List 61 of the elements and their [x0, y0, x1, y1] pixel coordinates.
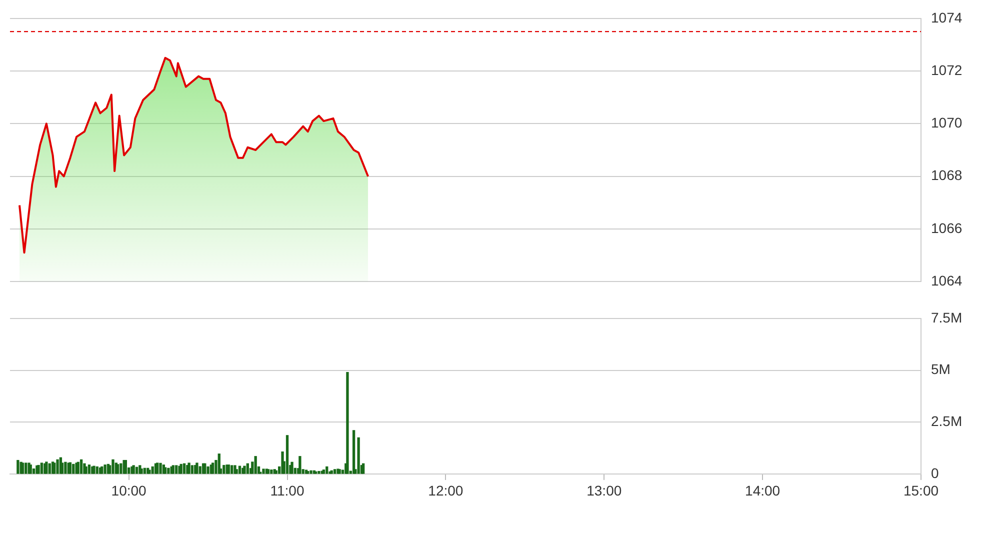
- bar: [167, 468, 170, 474]
- bar: [333, 469, 336, 474]
- bar: [318, 470, 320, 474]
- bar: [346, 372, 349, 474]
- bar: [96, 466, 98, 474]
- bar: [298, 456, 302, 474]
- y-tick-label: 1074: [931, 9, 962, 26]
- x-tick-label: 10:00: [111, 482, 147, 498]
- bar: [56, 459, 59, 474]
- bar: [24, 462, 28, 474]
- bar: [159, 462, 162, 474]
- bar: [80, 459, 83, 474]
- bar: [112, 459, 114, 474]
- bar: [135, 466, 138, 474]
- bar: [230, 465, 234, 474]
- bar: [254, 456, 257, 474]
- x-tick-label: 14:00: [745, 482, 780, 498]
- y-tick-label: 1068: [931, 167, 962, 184]
- bar: [164, 467, 167, 474]
- bar: [88, 464, 91, 474]
- x-tick-label: 12:00: [428, 482, 464, 498]
- bar: [104, 464, 106, 474]
- bar: [151, 466, 154, 474]
- bar: [246, 463, 249, 474]
- bar: [182, 463, 186, 474]
- bar: [286, 435, 289, 474]
- bar: [16, 460, 20, 474]
- bar: [84, 466, 88, 474]
- bar: [72, 464, 75, 474]
- bar: [32, 468, 36, 474]
- y-tick-label: 7.5M: [931, 309, 962, 326]
- bar: [357, 437, 360, 474]
- bar: [120, 463, 122, 474]
- y-tick-label: 1066: [931, 220, 962, 236]
- bar: [352, 430, 356, 474]
- bar: [235, 469, 238, 474]
- bar: [326, 466, 328, 474]
- bar: [262, 468, 265, 474]
- x-tick-label: 13:00: [586, 482, 622, 498]
- y-tick-label: 0: [931, 464, 939, 481]
- x-tick-label: 15:00: [903, 482, 939, 498]
- bar: [198, 466, 202, 474]
- bar: [140, 468, 143, 474]
- y-tick-label: 2.5M: [931, 412, 962, 429]
- bar: [48, 463, 51, 474]
- bar: [270, 470, 273, 474]
- y-tick-label: 1064: [931, 272, 962, 288]
- bar: [190, 465, 194, 474]
- y-tick-label: 1070: [931, 114, 962, 131]
- bar: [64, 462, 67, 474]
- y-tick-label: 1072: [931, 62, 962, 78]
- bar: [222, 464, 226, 474]
- bar: [143, 468, 146, 474]
- bar: [238, 466, 242, 474]
- bar: [290, 462, 294, 474]
- x-tick-label: 11:00: [270, 482, 304, 498]
- y-tick-label: 5M: [931, 361, 950, 378]
- bar: [310, 470, 312, 474]
- bar: [175, 465, 178, 474]
- bar: [40, 462, 44, 474]
- bar: [206, 466, 210, 474]
